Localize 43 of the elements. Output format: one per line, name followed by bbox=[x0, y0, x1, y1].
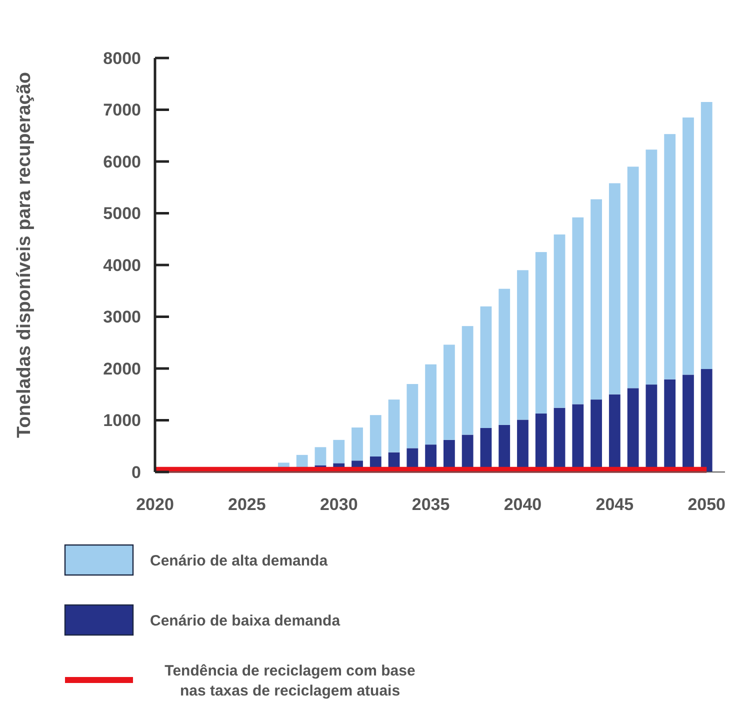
y-tick-label: 6000 bbox=[103, 152, 141, 172]
y-tick-label: 7000 bbox=[103, 100, 141, 120]
bar bbox=[462, 326, 474, 435]
legend-label: Tendência de reciclagem com base nas taxas de reciclagem atuais bbox=[164, 662, 416, 700]
bar bbox=[700, 102, 712, 370]
bar bbox=[554, 234, 566, 408]
y-tick-label: 0 bbox=[132, 462, 141, 482]
bar bbox=[498, 288, 510, 425]
legend-label: Cenário de alta demanda bbox=[150, 552, 328, 570]
bar bbox=[480, 306, 492, 428]
y-axis-title: Toneladas disponíveis para recuperação bbox=[14, 72, 35, 438]
bar bbox=[333, 440, 345, 464]
y-tick-label: 8000 bbox=[103, 48, 141, 68]
legend-label: Cenário de baixa demanda bbox=[150, 612, 341, 630]
bar bbox=[443, 344, 455, 440]
x-tick-label: 2020 bbox=[136, 495, 174, 514]
bar bbox=[370, 415, 382, 456]
x-tick-label: 2050 bbox=[688, 495, 726, 514]
bar bbox=[388, 400, 400, 452]
bar bbox=[314, 447, 326, 466]
x-tick-label: 2025 bbox=[228, 495, 266, 514]
bar bbox=[517, 270, 528, 420]
x-tick-label: 2030 bbox=[320, 495, 358, 514]
bar bbox=[700, 369, 712, 472]
y-tick-label: 1000 bbox=[103, 411, 141, 430]
bar bbox=[590, 199, 602, 400]
bar bbox=[682, 118, 694, 375]
bar bbox=[425, 364, 437, 445]
bar bbox=[646, 150, 658, 385]
x-tick-label: 2040 bbox=[504, 495, 542, 514]
y-tick-label: 2000 bbox=[103, 359, 141, 378]
y-tick-label: 3000 bbox=[103, 308, 141, 327]
bar bbox=[572, 217, 584, 404]
x-tick-label: 2035 bbox=[412, 495, 450, 514]
bar bbox=[627, 166, 639, 388]
x-tick-label: 2045 bbox=[596, 495, 634, 514]
bar bbox=[535, 252, 547, 414]
bar bbox=[608, 183, 620, 394]
y-tick-label: 5000 bbox=[103, 204, 141, 224]
bar bbox=[664, 134, 676, 380]
bar bbox=[406, 384, 418, 448]
bar bbox=[352, 427, 363, 461]
y-tick-label: 4000 bbox=[103, 256, 141, 275]
